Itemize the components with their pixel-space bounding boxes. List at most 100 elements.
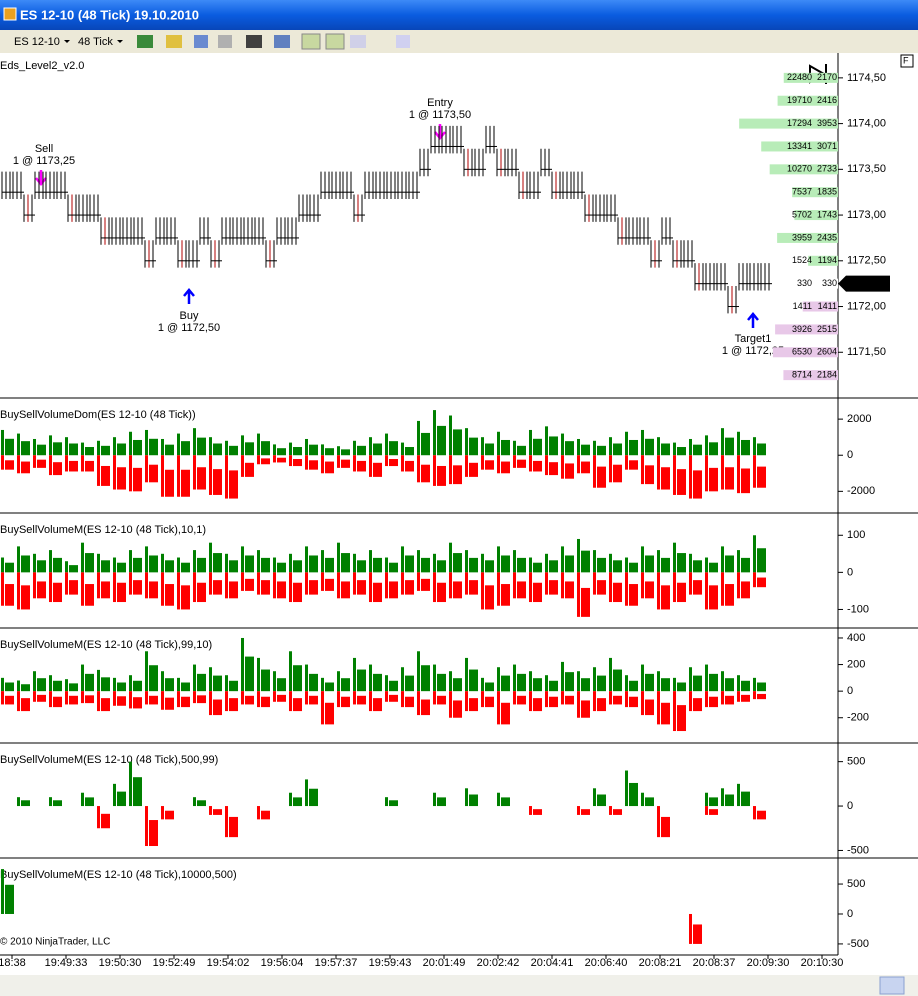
f-button[interactable] — [900, 54, 914, 68]
volume-bar — [177, 433, 180, 456]
volume-bar-fill — [661, 816, 670, 838]
volume-bar — [289, 651, 292, 692]
volume-bar-fill — [325, 461, 334, 474]
indicators-button[interactable] — [301, 33, 321, 50]
volume-bar — [145, 806, 148, 847]
price-bar — [23, 194, 35, 222]
dom-size: 3926 — [792, 324, 812, 334]
volume-bar-fill — [101, 560, 110, 573]
dom-size: 22480 — [787, 72, 812, 82]
volume-bar-fill — [325, 702, 334, 725]
volume-bar-fill — [661, 702, 670, 725]
volume-bar — [81, 664, 84, 692]
volume-bar — [465, 657, 468, 692]
volume-bar-fill — [533, 438, 542, 456]
volume-bar-fill — [277, 694, 286, 702]
volume-bar-fill — [37, 560, 46, 573]
y-tick-label: 200 — [847, 658, 865, 670]
volume-bar — [449, 455, 452, 485]
zoom-button[interactable] — [194, 35, 208, 48]
volume-bar-fill — [581, 678, 590, 692]
y-tick-label: 1174,00 — [847, 118, 886, 130]
volume-bar-fill — [517, 557, 526, 573]
volume-bar-fill — [453, 678, 462, 692]
volume-bar-fill — [389, 680, 398, 692]
scrollbar[interactable] — [0, 975, 918, 996]
volume-bar — [465, 455, 468, 477]
volume-bar-fill — [661, 557, 670, 573]
dom-size: 1524 — [792, 255, 812, 265]
time-label: 19:54:02 — [207, 957, 250, 969]
draw-button[interactable] — [166, 35, 182, 48]
price-bar — [100, 217, 112, 245]
volume-bar — [513, 455, 516, 468]
volume-bar-fill — [21, 441, 30, 456]
volume-bar-fill — [213, 443, 222, 456]
volume-bar — [721, 455, 724, 490]
properties-button[interactable] — [350, 35, 366, 48]
volume-bar — [593, 691, 596, 712]
volume-bar — [289, 572, 292, 603]
scrollbar-thumb[interactable] — [879, 976, 905, 995]
volume-bar — [753, 677, 756, 692]
volume-bar-fill — [389, 800, 398, 807]
pan-button[interactable] — [218, 35, 232, 48]
volume-bar — [497, 455, 500, 474]
volume-bar-fill — [149, 695, 158, 705]
volume-bar — [625, 572, 628, 606]
volume-bar — [193, 664, 196, 692]
volume-bar-fill — [293, 447, 302, 456]
volume-bar-fill — [645, 797, 654, 807]
volume-bar — [305, 546, 308, 573]
price-bar — [276, 217, 288, 245]
volume-bar — [417, 420, 420, 456]
volume-bar — [433, 691, 436, 705]
volume-bar-fill — [405, 447, 414, 456]
bar-type-button[interactable] — [137, 35, 153, 48]
volume-bar-fill — [709, 467, 718, 492]
price-bar — [738, 263, 750, 291]
data-box-button[interactable] — [274, 35, 290, 48]
volume-bar — [513, 572, 516, 599]
templates-button[interactable] — [396, 35, 410, 48]
strategies-button[interactable] — [325, 33, 345, 50]
volume-bar-fill — [485, 585, 494, 610]
volume-bar-fill — [693, 924, 702, 944]
volume-bar-fill — [629, 439, 638, 456]
volume-bar — [1, 557, 4, 573]
volume-bar-fill — [661, 585, 670, 610]
volume-bar — [625, 557, 628, 573]
volume-bar — [97, 806, 100, 829]
volume-bar-fill — [501, 461, 510, 474]
volume-bar-fill — [501, 555, 510, 573]
dom-volume: 2416 — [817, 95, 837, 105]
volume-bar — [497, 546, 500, 573]
crosshair-button[interactable] — [246, 35, 262, 48]
volume-bar — [401, 667, 404, 692]
volume-bar-fill — [597, 794, 606, 807]
volume-bar-fill — [149, 438, 158, 456]
price-bar — [78, 194, 90, 222]
target-arrow — [747, 312, 759, 328]
volume-bar-fill — [245, 442, 254, 456]
volume-bar — [593, 440, 596, 456]
volume-bar — [81, 572, 84, 606]
volume-bar — [177, 557, 180, 573]
title-bar — [0, 0, 918, 30]
volume-bar-fill — [725, 584, 734, 606]
volume-bar — [369, 664, 372, 692]
price-bar — [320, 171, 332, 200]
price-bar — [133, 217, 145, 245]
volume-bar-fill — [645, 673, 654, 692]
volume-bar — [673, 677, 676, 692]
volume-bar-fill — [661, 443, 670, 456]
instrument-select[interactable] — [8, 33, 70, 50]
volume-bar-fill — [469, 794, 478, 807]
volume-bar — [273, 671, 276, 692]
volume-bar-fill — [741, 581, 750, 599]
volume-bar — [161, 806, 164, 820]
volume-bar-fill — [133, 439, 142, 456]
interval-select[interactable] — [74, 33, 128, 50]
volume-bar-fill — [517, 695, 526, 705]
volume-bar-fill — [373, 582, 382, 603]
